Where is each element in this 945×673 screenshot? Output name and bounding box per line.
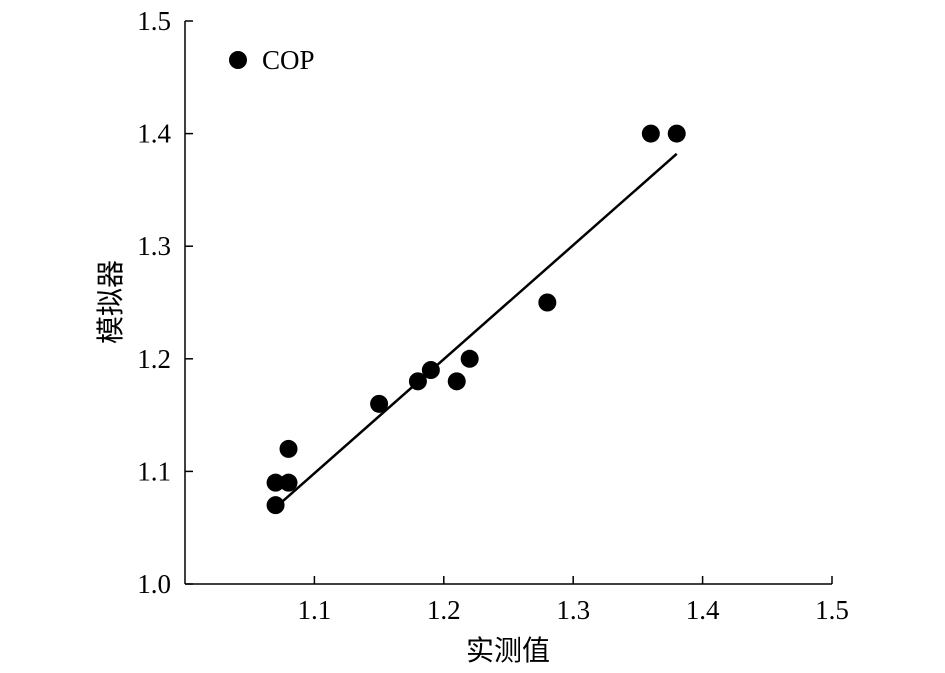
x-tick-label: 1.2 <box>427 595 461 625</box>
x-tick-label: 1.4 <box>686 595 720 625</box>
legend: COP <box>229 45 315 75</box>
y-tick-label: 1.2 <box>137 344 171 374</box>
x-tick-label: 1.3 <box>556 595 590 625</box>
x-tick-label: 1.5 <box>815 595 849 625</box>
data-point <box>641 124 660 143</box>
data-point <box>538 293 557 312</box>
fit-line-group <box>281 152 678 503</box>
legend-marker-cop <box>229 51 247 69</box>
y-tick-label: 1.1 <box>137 456 171 486</box>
x-tick-label: 1.1 <box>298 595 332 625</box>
data-point <box>408 372 427 391</box>
fit-line <box>281 152 678 503</box>
y-axis-title: 模拟器 <box>94 260 127 344</box>
data-point <box>279 439 298 458</box>
x-axis-ticks: 1.1 1.2 1.3 1.4 1.5 <box>298 576 849 625</box>
data-point <box>460 349 479 368</box>
y-axis-ticks: 1.0 1.1 1.2 1.3 1.4 1.5 <box>137 6 193 599</box>
y-tick-label: 1.4 <box>137 119 171 149</box>
data-point <box>370 394 389 413</box>
data-points <box>266 124 686 515</box>
data-point <box>266 496 285 515</box>
data-point <box>667 124 686 143</box>
x-axis-title: 实测值 <box>466 634 550 667</box>
axes <box>184 21 832 585</box>
data-point <box>421 361 440 380</box>
data-point <box>266 473 285 492</box>
y-tick-label: 1.5 <box>137 6 171 36</box>
data-point <box>447 372 466 391</box>
y-tick-label: 1.0 <box>137 569 171 599</box>
y-tick-label: 1.3 <box>137 231 171 261</box>
legend-label-cop: COP <box>262 45 315 75</box>
data-point <box>279 473 298 492</box>
